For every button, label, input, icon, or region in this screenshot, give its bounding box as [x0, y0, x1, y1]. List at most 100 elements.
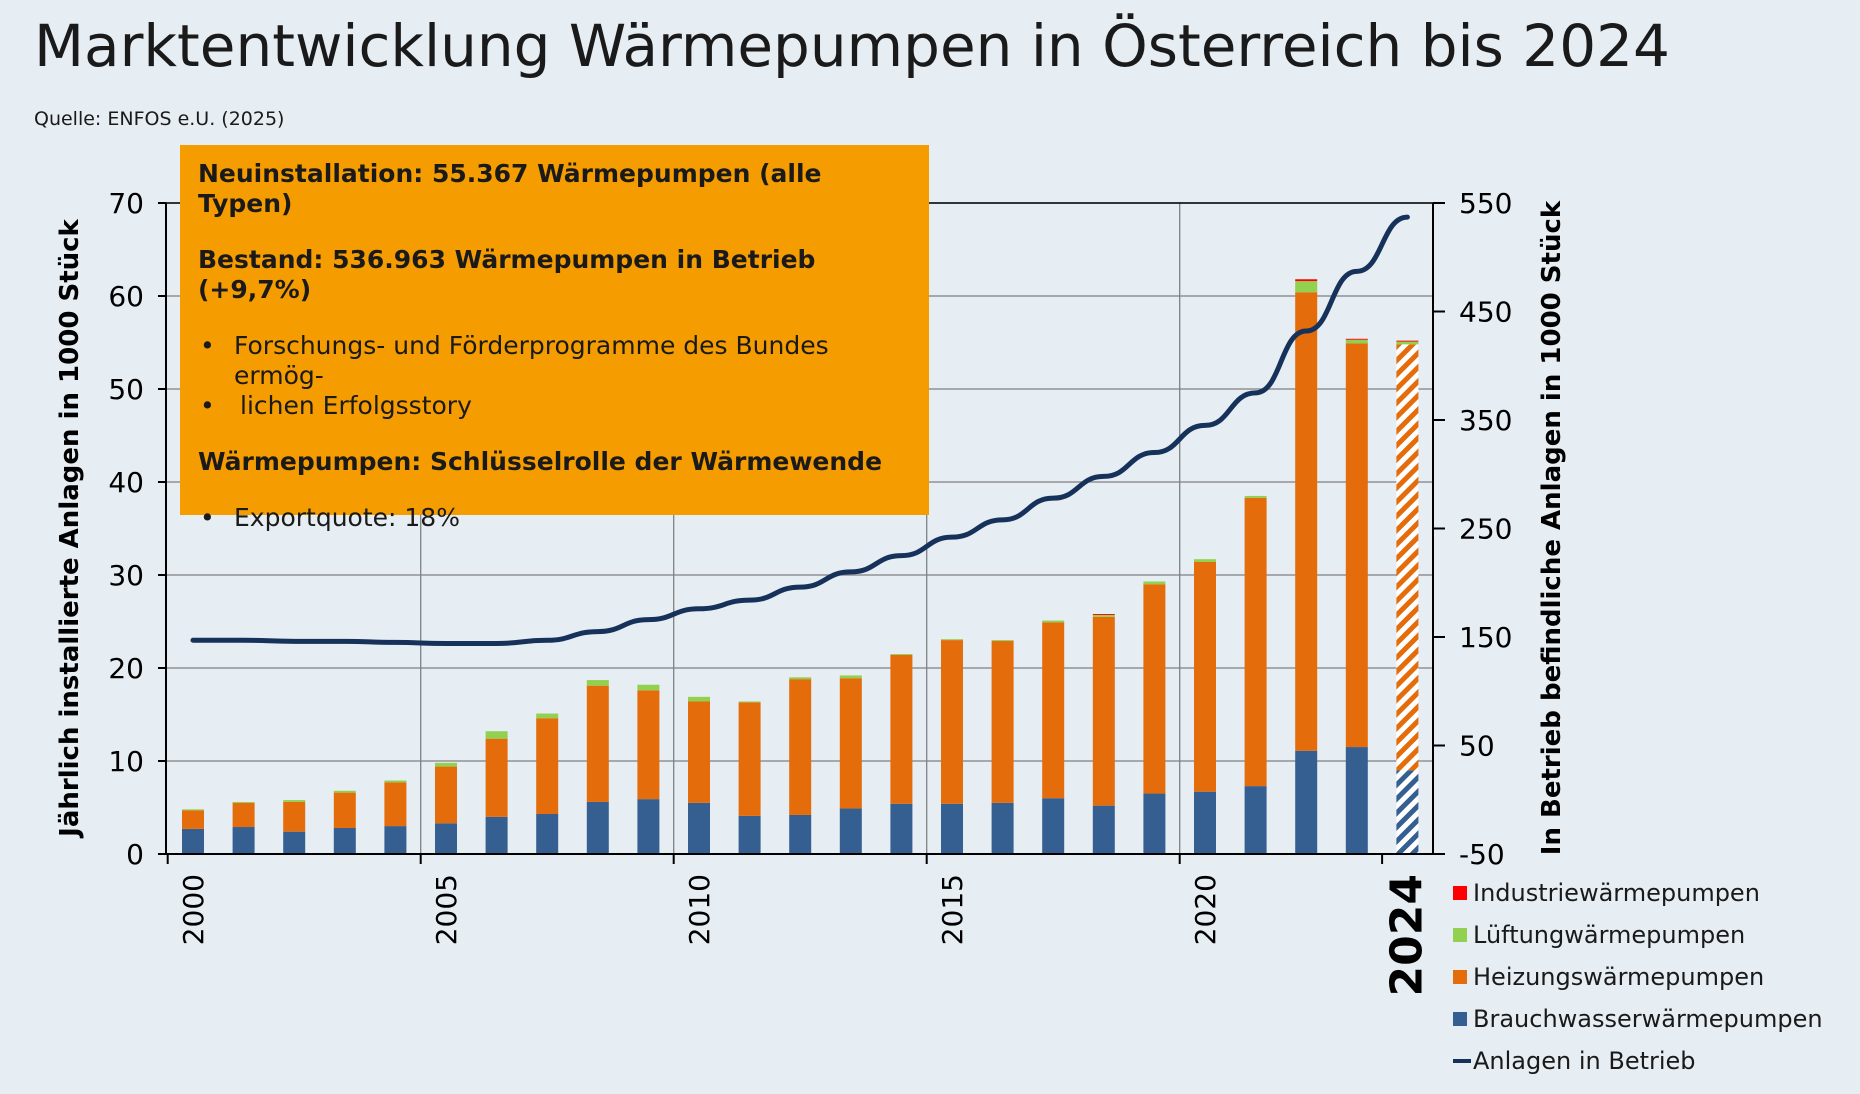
info-box: Neuinstallation: 55.367 Wärmepumpen (all… — [180, 145, 929, 533]
bar-brauchwasserwärmepumpen-2005 — [435, 823, 457, 854]
y-right-tick-label: 550 — [1459, 187, 1512, 220]
bar-brauchwasserwärmepumpen-2011 — [738, 815, 761, 854]
info-bullet-research-cont: lichen Erfolgsstory — [198, 391, 911, 421]
y-tick-label: 0 — [126, 838, 144, 871]
source-note: Quelle: ENFOS e.U. (2025) — [34, 108, 285, 130]
bar-brauchwasserwärmepumpen-2004 — [384, 826, 407, 854]
bar-brauchwasserwärmepumpen-2014 — [890, 803, 913, 854]
bar-heizungswärmepumpen-2016 — [991, 641, 1014, 803]
y-right-tick-label: 50 — [1459, 730, 1495, 763]
legend-item-anlagen: Anlagen in Betrieb — [1453, 1040, 1844, 1082]
x-tick-label: 2020 — [1189, 874, 1222, 945]
bar-lüftungwärmepumpen-2012 — [789, 677, 812, 680]
bar-heizungswärmepumpen-2013 — [839, 678, 862, 809]
bar-lüftungwärmepumpen-2020 — [1194, 559, 1216, 562]
y-tick-label: 20 — [108, 652, 144, 685]
y-right-tick-label: 250 — [1459, 513, 1512, 546]
bar-brauchwasserwärmepumpen-2001 — [232, 827, 255, 854]
bar-brauchwasserwärmepumpen-2017 — [1042, 798, 1065, 854]
legend-item-brauchwasser: Brauchwasserwärmepumpen — [1453, 998, 1844, 1040]
bar-lüftungwärmepumpen-2015 — [941, 639, 963, 641]
y-tick-label: 10 — [108, 745, 144, 778]
bar-heizungswärmepumpen-2000 — [182, 810, 204, 829]
bar-lüftungwärmepumpen-2010 — [688, 696, 710, 702]
bar-heizungswärmepumpen-2015 — [941, 640, 963, 804]
bar-lüftungwärmepumpen-2018 — [1092, 614, 1115, 617]
legend-line-swatch — [1453, 1059, 1471, 1063]
bar-heizungswärmepumpen-2008 — [586, 685, 609, 802]
bar-heizungswärmepumpen-2003 — [333, 792, 356, 828]
bar-heizungswärmepumpen-2012 — [789, 679, 812, 815]
bar-brauchwasserwärmepumpen-2002 — [283, 831, 306, 854]
legend-item-industrie: Industriewärmepumpen — [1453, 872, 1844, 914]
legend-item-lueftung: Lüftungwärmepumpen — [1453, 914, 1844, 956]
bar-brauchwasserwärmepumpen-2015 — [941, 803, 963, 854]
bar-heizungswärmepumpen-2001 — [232, 802, 255, 828]
bar-brauchwasserwärmepumpen-2019 — [1143, 793, 1166, 854]
bar-brauchwasserwärmepumpen-2020 — [1194, 791, 1216, 854]
bar-heizungswärmepumpen-2002 — [283, 801, 306, 832]
bar-lüftungwärmepumpen-2001 — [232, 801, 255, 803]
y-axis-right-label: In Betrieb befindliche Anlagen in 1000 S… — [1537, 200, 1567, 855]
bar-lüftungwärmepumpen-2002 — [283, 800, 306, 802]
y-right-tick-label: 350 — [1459, 404, 1512, 437]
bar-heizungswärmepumpen-2009 — [637, 690, 660, 800]
bar-brauchwasserwärmepumpen-2009 — [637, 799, 660, 854]
x-tick-label: 2010 — [683, 874, 716, 945]
bar-industriewärmepumpen-2024 — [1396, 340, 1419, 342]
bar-brauchwasserwärmepumpen-2023 — [1345, 747, 1368, 854]
bar-heizungswärmepumpen-2017 — [1042, 622, 1065, 799]
bar-lüftungwärmepumpen-2014 — [890, 654, 913, 655]
bar-brauchwasserwärmepumpen-2006 — [485, 816, 508, 854]
bar-lüftungwärmepumpen-2013 — [839, 675, 862, 679]
bar-brauchwasserwärmepumpen-2000 — [182, 828, 204, 854]
legend: Industriewärmepumpen Lüftungwärmepumpen … — [1453, 872, 1844, 1082]
legend-label: Heizungswärmepumpen — [1473, 963, 1765, 991]
bar-industriewärmepumpen-2023 — [1345, 338, 1368, 340]
legend-item-heizung: Heizungswärmepumpen — [1453, 956, 1844, 998]
info-key-role: Wärmepumpen: Schlüsselrolle der Wärmewen… — [198, 447, 883, 476]
page-title: Marktentwicklung Wärmepumpen in Österrei… — [34, 12, 1670, 80]
bar-lüftungwärmepumpen-2003 — [333, 790, 356, 793]
bar-heizungswärmepumpen-2022 — [1295, 292, 1318, 751]
legend-swatch — [1453, 1012, 1467, 1026]
bar-industriewärmepumpen-2018 — [1092, 614, 1115, 615]
bar-brauchwasserwärmepumpen-2008 — [586, 801, 609, 854]
legend-swatch — [1453, 886, 1467, 900]
bar-brauchwasserwärmepumpen-2016 — [991, 802, 1014, 854]
bar-heizungswärmepumpen-2007 — [536, 718, 559, 815]
bar-lüftungwärmepumpen-2006 — [485, 731, 508, 739]
bar-lüftungwärmepumpen-2023 — [1345, 339, 1368, 344]
bar-lüftungwärmepumpen-2009 — [637, 684, 660, 691]
info-bullet-research: Forschungs- und Förderprogramme des Bund… — [198, 331, 911, 391]
x-tick-label: 2015 — [936, 874, 969, 945]
y-tick-label: 40 — [108, 466, 144, 499]
legend-label: Anlagen in Betrieb — [1473, 1047, 1696, 1075]
bar-lüftungwärmepumpen-2022 — [1295, 281, 1318, 293]
bar-heizungswärmepumpen-2023 — [1345, 343, 1368, 748]
legend-label: Brauchwasserwärmepumpen — [1473, 1005, 1823, 1033]
legend-swatch — [1453, 970, 1467, 984]
bar-heizungswärmepumpen-2005 — [435, 766, 457, 824]
bar-heizungswärmepumpen-2004 — [384, 782, 407, 827]
line-anlagen-in-betrieb — [190, 214, 1410, 647]
y-right-tick-label: 150 — [1459, 621, 1512, 654]
bar-lüftungwärmepumpen-2019 — [1143, 581, 1166, 585]
legend-label: Lüftungwärmepumpen — [1473, 921, 1746, 949]
bar-brauchwasserwärmepumpen-2010 — [688, 802, 710, 854]
bar-lüftungwärmepumpen-2004 — [384, 780, 407, 783]
bar-lüftungwärmepumpen-2011 — [738, 701, 761, 703]
bar-lüftungwärmepumpen-2024 — [1396, 341, 1419, 345]
info-new-installations: Neuinstallation: 55.367 Wärmepumpen (all… — [198, 159, 822, 218]
legend-label: Industriewärmepumpen — [1473, 879, 1760, 907]
info-stock: Bestand: 536.963 Wärmepumpen in Betrieb … — [198, 245, 816, 304]
bar-brauchwasserwärmepumpen-2003 — [333, 827, 356, 854]
bar-brauchwasserwärmepumpen-2007 — [536, 814, 559, 854]
bar-heizungswärmepumpen-2018 — [1092, 616, 1115, 806]
x-tick-label: 2005 — [430, 874, 463, 945]
bar-heizungswärmepumpen-2010 — [688, 701, 710, 803]
x-tick-label: 2024 — [1381, 874, 1432, 996]
bar-lüftungwärmepumpen-2021 — [1244, 495, 1267, 498]
bar-industriewärmepumpen-2022 — [1295, 279, 1318, 282]
y-axis-label: Jährlich installierte Anlagen in 1000 St… — [55, 218, 85, 838]
